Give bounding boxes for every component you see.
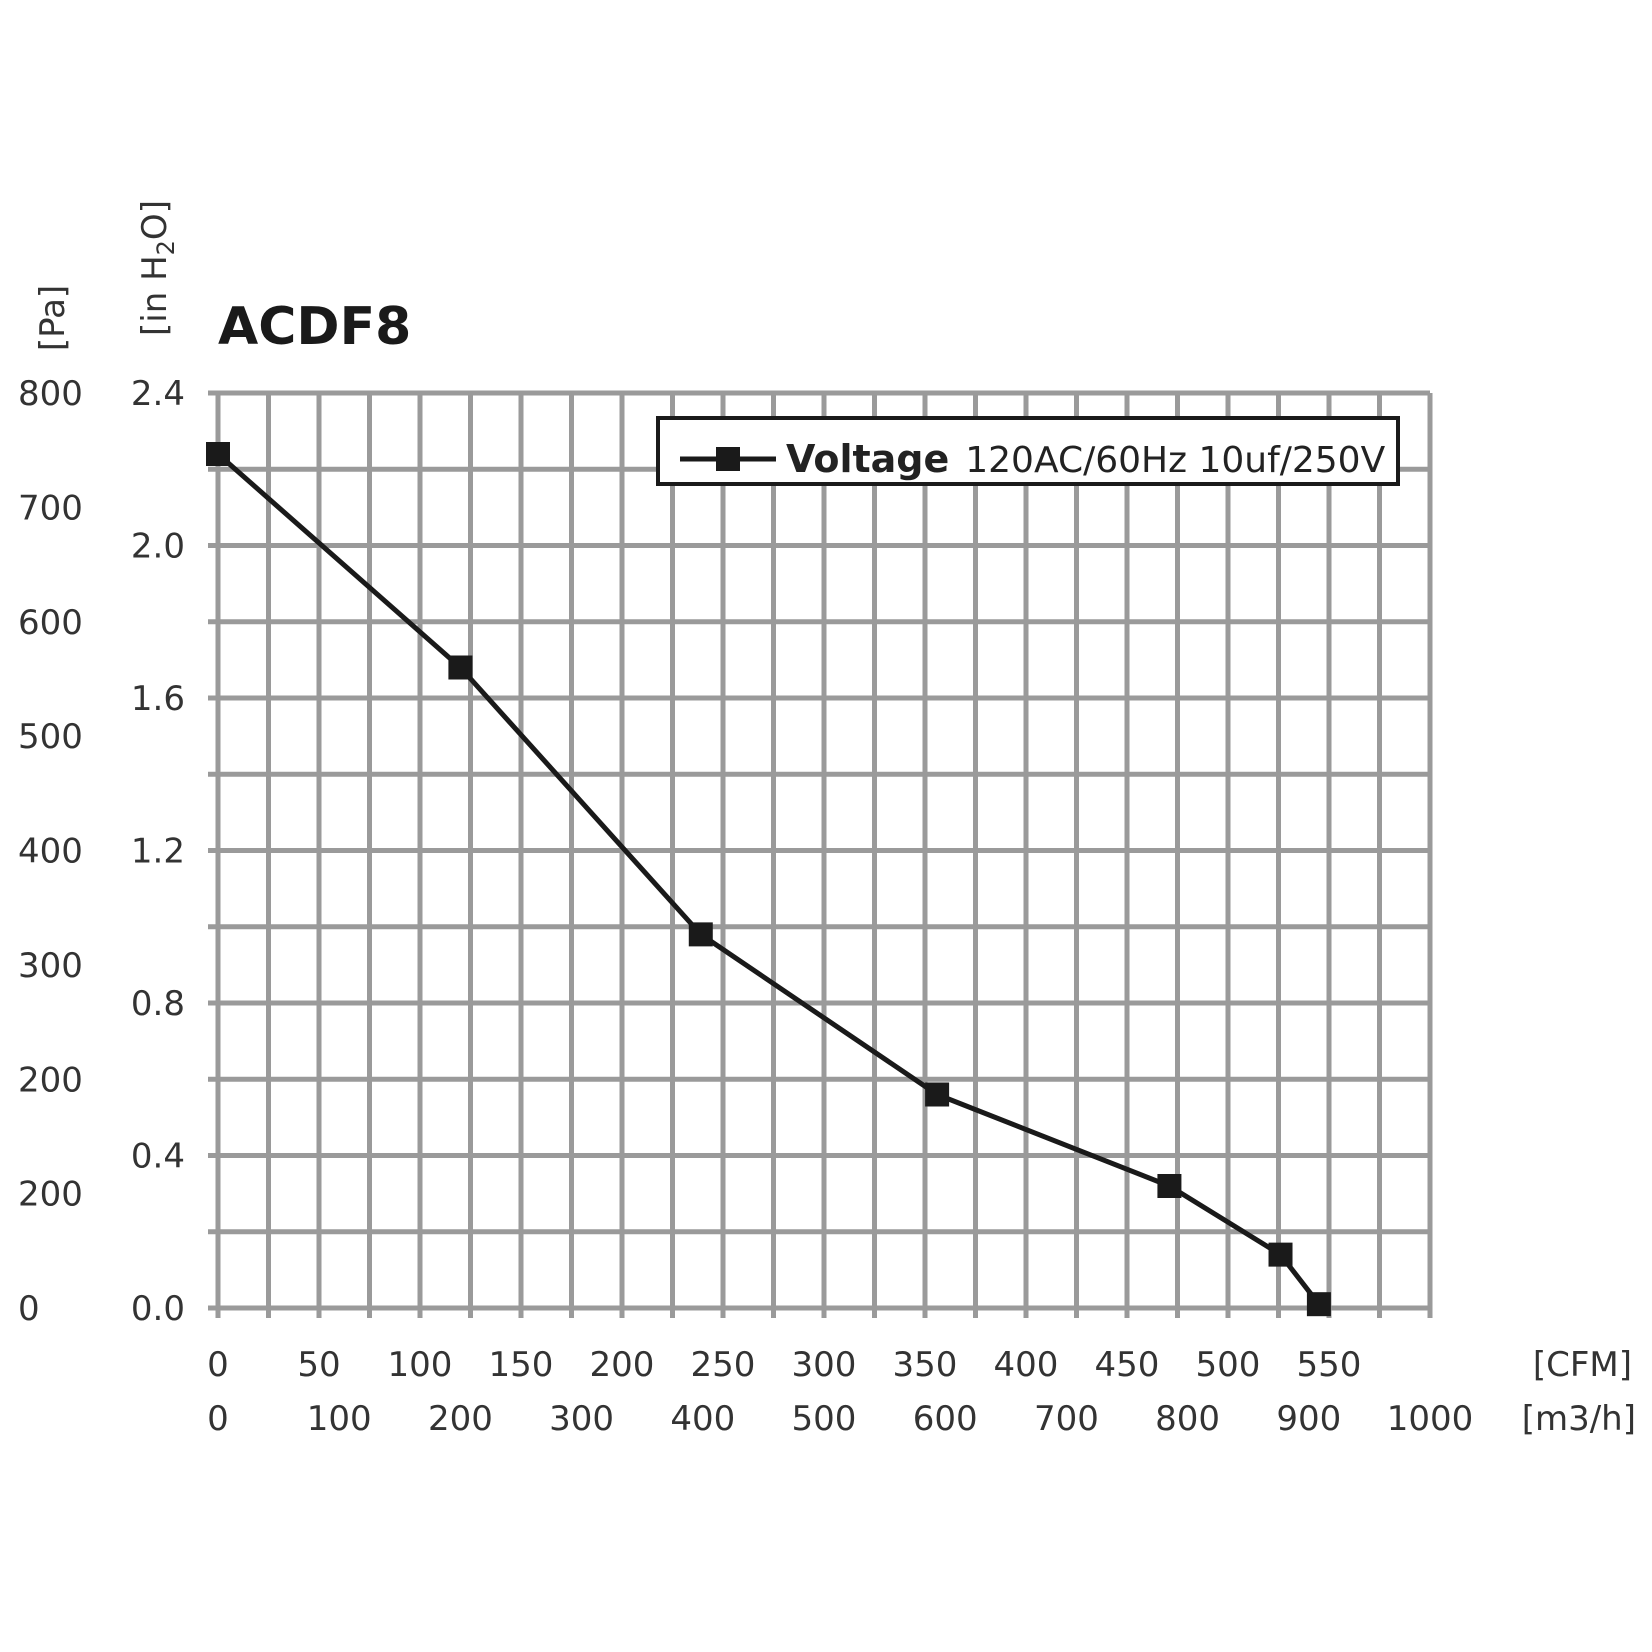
data-point-marker — [206, 442, 230, 466]
y-tick-label-pa: 800 — [18, 374, 83, 414]
legend-label-bold: Voltage — [786, 437, 949, 481]
legend-marker-square-icon — [716, 447, 740, 471]
y-axis-label-pa: [Pa] — [33, 285, 73, 351]
x-tick-label-m3h: 300 — [549, 1399, 614, 1439]
data-point-marker — [925, 1082, 950, 1107]
y-tick-labels: 0.0 0.4 0.8 1.2 1.6 2.0 2.4 0 200 200 300 400 500 600… — [18, 374, 185, 1329]
data-point-marker — [688, 922, 713, 947]
y-tick-label-pa: 300 — [18, 946, 83, 986]
x-tick-label-m3h: 800 — [1155, 1399, 1220, 1439]
y-tick-label-inh2o: 0.0 — [131, 1289, 185, 1329]
data-point-marker — [1157, 1174, 1182, 1198]
x-tick-label-m3h: 100 — [307, 1399, 372, 1439]
x-tick-label-cfm: 200 — [590, 1345, 655, 1385]
x-axis-label-cfm: [CFM] — [1533, 1345, 1632, 1385]
legend-box — [656, 416, 1400, 486]
x-tick-label-cfm: 250 — [691, 1345, 756, 1385]
x-tick-label-m3h: 400 — [670, 1399, 735, 1439]
data-point-marker — [448, 655, 473, 680]
x-tick-label-cfm: 300 — [792, 1345, 857, 1385]
series — [206, 442, 1331, 1317]
y-tick-label-pa: 400 — [18, 832, 83, 872]
legend: Voltage 120AC/60Hz 10uf/250V — [656, 416, 1400, 486]
y-axis-label-inh2o-sub: 2 — [152, 240, 180, 255]
x-tick-label-cfm: 550 — [1297, 1345, 1362, 1385]
x-tick-label-cfm: 400 — [994, 1345, 1059, 1385]
x-tick-labels: 0 50 100 150 200 250 300 350 400 450 500 550 0 100 200… — [207, 1345, 1473, 1439]
y-tick-label-inh2o: 0.4 — [131, 1137, 185, 1177]
y-axis-label-inh2o-main: [in H — [135, 255, 175, 336]
x-tick-label-cfm: 150 — [489, 1345, 554, 1385]
x-tick-label-m3h: 0 — [207, 1399, 229, 1439]
y-tick-label-inh2o: 1.6 — [131, 679, 185, 719]
x-tick-label-m3h: 500 — [792, 1399, 857, 1439]
grid — [208, 390, 1433, 1318]
y-axis-label-inh2o-end: O] — [135, 200, 175, 240]
x-tick-label-m3h: 900 — [1276, 1399, 1341, 1439]
x-tick-label-cfm: 0 — [207, 1345, 229, 1385]
x-tick-label-m3h: 700 — [1034, 1399, 1099, 1439]
legend-label-rest: 120AC/60Hz 10uf/250V — [965, 440, 1385, 481]
y-tick-label-pa: 200 — [18, 1060, 83, 1100]
series-line — [216, 452, 1321, 1306]
y-tick-label-inh2o: 0.8 — [131, 984, 185, 1024]
y-tick-label-inh2o: 1.2 — [131, 832, 185, 872]
y-tick-label-inh2o: 2.4 — [131, 374, 185, 414]
x-tick-label-cfm: 100 — [388, 1345, 453, 1385]
y-axis-label-inh2o: [in H2O] — [135, 200, 180, 336]
x-tick-label-cfm: 500 — [1196, 1345, 1261, 1385]
legend-label: Voltage 120AC/60Hz 10uf/250V — [786, 437, 1386, 481]
data-point-marker — [1268, 1242, 1293, 1267]
y-tick-label-pa: 0 — [18, 1289, 40, 1329]
x-tick-label-cfm: 50 — [297, 1345, 340, 1385]
y-tick-label-pa: 600 — [18, 603, 83, 643]
data-point-marker — [1306, 1292, 1331, 1317]
x-tick-label-m3h: 1000 — [1387, 1399, 1474, 1439]
y-tick-label-pa: 700 — [18, 488, 83, 528]
x-tick-label-cfm: 350 — [893, 1345, 958, 1385]
y-tick-label-pa: 500 — [18, 717, 83, 757]
y-tick-label-pa: 200 — [18, 1175, 83, 1215]
x-tick-label-cfm: 450 — [1095, 1345, 1160, 1385]
x-axis-label-m3h: [m3/h] — [1522, 1399, 1636, 1439]
x-tick-label-m3h: 600 — [913, 1399, 978, 1439]
y-tick-label-inh2o: 2.0 — [131, 527, 185, 567]
x-tick-label-m3h: 200 — [428, 1399, 493, 1439]
chart-title: ACDF8 — [218, 297, 411, 357]
